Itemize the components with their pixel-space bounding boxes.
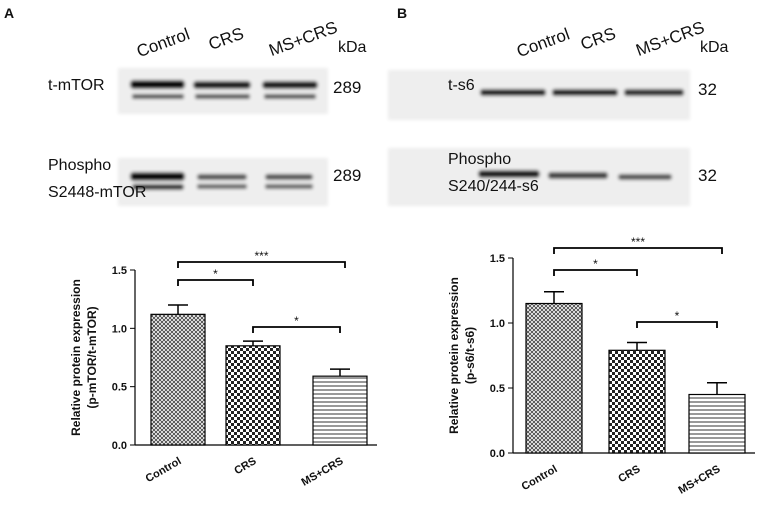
significance-bracket (177, 261, 346, 268)
blot-label: S240/244-s6 (448, 178, 539, 195)
blot-label: S2448-mTOR (48, 184, 146, 201)
blot-label: Phospho (48, 157, 111, 174)
significance-bracket (252, 326, 341, 333)
kda-value: 32 (698, 166, 717, 185)
kda-value: 289 (333, 78, 361, 97)
y-axis-label: (p-s6/t-s6) (463, 327, 477, 384)
y-tick-label: 1.0 (490, 318, 505, 330)
kda-value: 289 (333, 166, 361, 185)
kda-value: 32 (698, 80, 717, 99)
y-axis-label: Relative protein expression (447, 277, 461, 434)
lane-label: MS+CRS (266, 18, 340, 60)
bar (608, 349, 666, 454)
y-tick-label: 1.5 (490, 253, 505, 265)
y-tick-label: 0.5 (112, 382, 127, 394)
y-tick-label: 0.5 (490, 383, 505, 395)
x-tick-label: CRS (232, 455, 258, 477)
error-bar (544, 291, 564, 304)
lane-label: Control (134, 25, 192, 62)
lane-label: CRS (206, 24, 246, 54)
significance-label: *** (254, 249, 268, 263)
bar (525, 302, 583, 454)
blot-images (118, 68, 690, 206)
bar (150, 313, 206, 446)
lane-label: CRS (578, 24, 618, 54)
blot-label: t-s6 (448, 77, 475, 94)
x-tick-label: Control (520, 463, 560, 493)
error-bar (243, 340, 263, 346)
x-tick-label: MS+CRS (300, 455, 346, 488)
error-bar (707, 382, 727, 395)
significance-label: *** (631, 235, 645, 249)
significance-label: * (213, 267, 218, 281)
significance-label: * (294, 314, 299, 328)
blot-label: Phospho (448, 151, 511, 168)
lane-label: Control (514, 25, 572, 62)
significance-bracket (553, 247, 723, 254)
significance-bracket (553, 269, 638, 276)
significance-bracket (177, 279, 254, 286)
lane-label: MS+CRS (633, 18, 707, 60)
y-axis-label: (p-mTOR/t-mTOR) (85, 306, 99, 408)
bar (688, 393, 746, 454)
blot-label: t-mTOR (48, 77, 105, 94)
unit-label: kDa (700, 39, 729, 56)
y-tick-label: 0.0 (490, 448, 505, 460)
y-axis-label: Relative protein expression (69, 279, 83, 436)
panel-letter: A (4, 5, 14, 21)
x-tick-label: CRS (616, 463, 642, 485)
significance-bracket (636, 321, 718, 328)
x-tick-label: Control (144, 455, 184, 485)
unit-label: kDa (338, 39, 367, 56)
error-bar (330, 368, 350, 377)
panel-letter: B (397, 5, 407, 21)
y-tick-label: 1.0 (112, 323, 127, 335)
significance-label: * (593, 257, 598, 271)
error-bar (627, 341, 647, 351)
error-bar (168, 304, 188, 315)
x-tick-label: MS+CRS (677, 463, 723, 496)
y-tick-label: 0.0 (112, 440, 127, 452)
bar (225, 345, 281, 446)
y-tick-label: 1.5 (112, 265, 127, 277)
bar (312, 375, 368, 446)
significance-label: * (675, 309, 680, 323)
